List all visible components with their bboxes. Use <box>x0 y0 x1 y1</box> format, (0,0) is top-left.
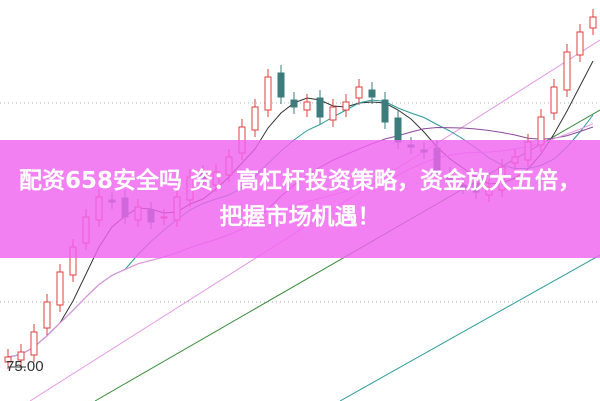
candle-body <box>576 31 584 56</box>
candle-body <box>17 351 25 361</box>
candle-body <box>368 89 376 98</box>
candle-body <box>30 331 38 356</box>
candle-body <box>251 106 259 131</box>
price-marker-label: 75.00 <box>6 358 44 375</box>
candle-body <box>290 99 298 108</box>
candle-body <box>589 16 597 29</box>
candle-body <box>316 97 324 118</box>
long-ma-line-3 <box>339 254 600 401</box>
candle-body <box>355 86 363 99</box>
candle-body <box>303 101 311 111</box>
candle-body <box>394 117 402 143</box>
candle-body <box>43 301 51 329</box>
title-banner: 配资658安全吗 资：高杠杆投资策略，资金放大五倍，把握市场机遇！ <box>0 140 600 258</box>
candle-body <box>264 76 272 111</box>
candle-body <box>550 86 558 114</box>
candle-body <box>381 99 389 123</box>
candle-body <box>56 271 64 306</box>
candle-body <box>277 72 285 98</box>
candle-body <box>4 356 12 363</box>
banner-title: 配资658安全吗 资：高杠杆投资策略，资金放大五倍，把握市场机遇！ <box>18 168 582 230</box>
candle-body <box>342 101 350 111</box>
candle-body <box>563 51 571 91</box>
candle-body <box>329 106 337 121</box>
